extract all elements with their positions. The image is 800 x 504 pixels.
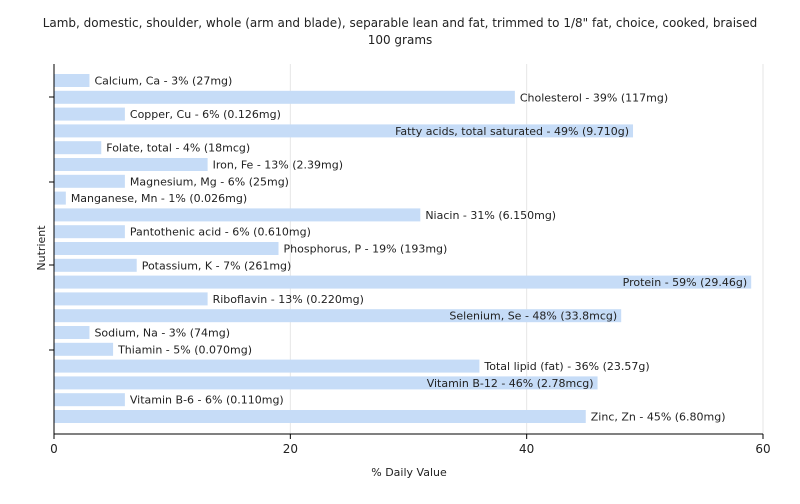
data-label-3: Fatty acids, total saturated - 49% (9.71… [395,125,629,138]
y-axis-label: Nutrient [35,225,48,271]
x-tick-label-1: 20 [283,442,298,456]
data-label-6: Magnesium, Mg - 6% (25mg) [130,175,289,188]
data-label-2: Copper, Cu - 6% (0.126mg) [130,108,281,121]
bar-19 [54,393,125,407]
bar-15 [54,326,90,339]
x-axis-label: % Daily Value [371,466,447,479]
bar-6 [54,174,125,188]
bar-11 [54,258,137,272]
axes: 0 20 40 60 [49,64,771,456]
chart-subtitle: 100 grams [368,33,433,47]
bar-14 [54,309,622,323]
bar-0 [54,74,90,87]
bar-13 [54,292,208,306]
data-label-12: Protein - 59% (29.46g) [623,276,748,289]
data-label-19: Vitamin B-6 - 6% (0.110mg) [130,394,284,407]
bar-10 [54,242,279,255]
bar-2 [54,107,125,121]
data-label-18: Vitamin B-12 - 46% (2.78mcg) [427,377,594,390]
bar-7 [54,191,66,205]
x-tick-label-3: 60 [755,442,770,456]
bar-17 [54,359,480,373]
data-label-8: Niacin - 31% (6.150mg) [425,209,556,222]
data-label-17: Total lipid (fat) - 36% (23.57g) [483,360,649,373]
data-label-7: Manganese, Mn - 1% (0.026mg) [71,192,247,205]
bar-9 [54,225,125,239]
bar-5 [54,158,208,171]
x-tick-label-2: 40 [519,442,534,456]
bar-4 [54,141,102,155]
bar-16 [54,342,114,356]
data-label-14: Selenium, Se - 48% (33.8mcg) [449,310,617,323]
data-label-15: Sodium, Na - 3% (74mg) [94,327,230,340]
data-label-11: Potassium, K - 7% (261mg) [142,259,292,272]
x-tick-label-0: 0 [50,442,58,456]
data-label-20: Zinc, Zn - 45% (6.80mg) [591,411,726,424]
data-label-10: Phosphorus, P - 19% (193mg) [284,243,448,256]
data-labels: Calcium, Ca - 3% (27mg) Cholesterol - 39%… [71,75,747,424]
bar-1 [54,90,515,104]
data-label-0: Calcium, Ca - 3% (27mg) [94,75,232,88]
bars [54,74,752,423]
data-label-16: Thiamin - 5% (0.070mg) [117,343,252,356]
data-label-5: Iron, Fe - 13% (2.39mg) [213,159,343,172]
bar-20 [54,410,586,423]
data-label-9: Pantothenic acid - 6% (0.610mg) [130,226,311,239]
data-label-13: Riboflavin - 13% (0.220mg) [213,293,364,306]
bar-12 [54,275,752,289]
data-label-1: Cholesterol - 39% (117mg) [520,91,668,104]
bar-8 [54,208,421,222]
bar-3 [54,124,634,138]
data-label-4: Folate, total - 4% (18mcg) [106,142,250,155]
chart-title: Lamb, domestic, shoulder, whole (arm and… [43,16,758,30]
bar-18 [54,376,598,390]
